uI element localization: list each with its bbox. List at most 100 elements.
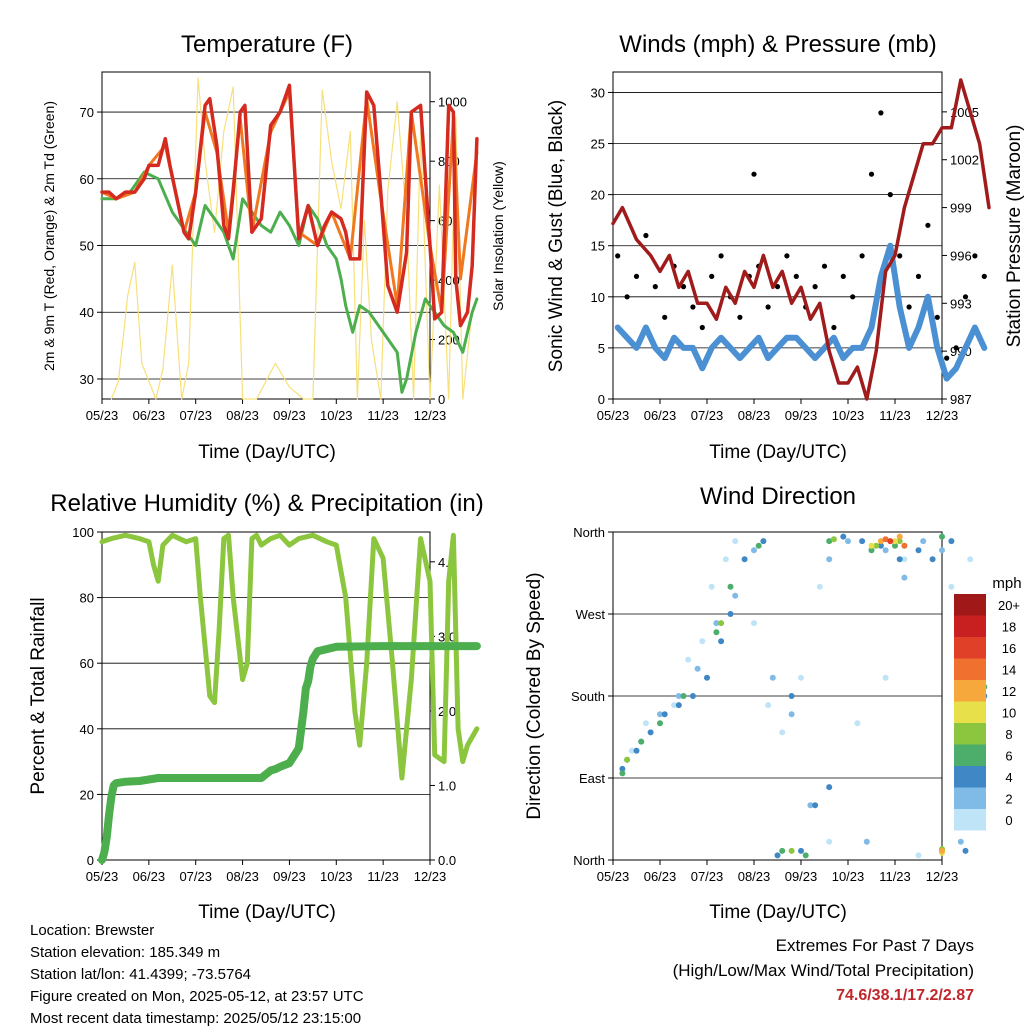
x-tick-label: 09/23 — [273, 869, 306, 884]
direction-point — [873, 542, 880, 549]
x-tick-label: 12/23 — [414, 408, 447, 423]
gust-point — [652, 284, 658, 290]
y-tick-label: 15 — [591, 239, 605, 254]
legend-swatch — [954, 787, 986, 809]
temperature-ylabel-right: Solar Insolation (Yellow) — [490, 161, 506, 311]
plot-frame — [101, 531, 431, 861]
y-tick-label: 20 — [591, 188, 605, 203]
x-tick-label: 11/23 — [879, 869, 911, 884]
direction-point — [957, 838, 964, 845]
direction-point — [774, 852, 781, 859]
direction-point — [624, 756, 631, 763]
x-tick-label: 08/23 — [738, 408, 771, 423]
direction-point — [877, 538, 884, 545]
direction-point — [727, 611, 734, 617]
direction-point — [863, 838, 870, 845]
direction-point — [788, 693, 795, 699]
direction-point — [877, 542, 884, 549]
legend-swatch — [954, 658, 986, 680]
x-tick-label: 12/23 — [926, 408, 959, 423]
direction-point — [896, 556, 903, 563]
gust-point — [972, 253, 978, 259]
humidity-xlabel: Time (Day/UTC) — [198, 902, 336, 923]
direction-point — [915, 852, 922, 859]
gust-point — [840, 273, 846, 279]
x-tick-label: 05/23 — [597, 869, 630, 884]
y-tick-label: 5 — [598, 341, 605, 356]
y-tick-label: 100 — [72, 525, 94, 540]
direction-point — [779, 847, 786, 854]
direction-point — [826, 538, 833, 545]
direction-point — [798, 674, 804, 681]
legend-label: 14 — [1002, 663, 1016, 678]
direction-point — [732, 592, 739, 599]
y-tick-label: 60 — [80, 172, 94, 187]
direction-point — [694, 665, 701, 672]
direction-point — [798, 847, 804, 854]
direction-ylabel-left: Direction (Colored By Speed) — [524, 572, 545, 819]
y-tick-label: 70 — [80, 105, 94, 120]
legend-title: mph — [992, 575, 1021, 592]
station-info: Location: Brewster Station elevation: 18… — [30, 920, 364, 1030]
direction-point — [788, 847, 795, 854]
direction-point — [708, 583, 715, 590]
y2-tick-label: 996 — [950, 248, 972, 263]
direction-point — [685, 656, 692, 663]
legend-swatch — [954, 744, 986, 766]
direction-point — [882, 674, 889, 681]
gust-point — [699, 324, 705, 331]
direction-point — [671, 702, 678, 709]
x-tick-label: 07/23 — [179, 869, 212, 884]
direction-tick-label: West — [576, 607, 606, 622]
gust-point — [718, 253, 724, 259]
x-tick-label: 06/23 — [644, 869, 677, 884]
x-tick-label: 12/23 — [926, 869, 959, 884]
direction-point — [680, 693, 687, 699]
gust-point — [850, 294, 856, 300]
legend-label: 6 — [1005, 749, 1012, 764]
direction-point — [882, 536, 889, 543]
gust-point — [709, 273, 715, 279]
legend-label: 20+ — [998, 598, 1020, 613]
x-tick-label: 11/23 — [367, 408, 399, 423]
direction-point — [962, 847, 969, 854]
direction-point — [699, 638, 706, 645]
y-tick-label: 30 — [591, 85, 605, 100]
y-tick-label: 40 — [80, 722, 94, 737]
x-tick-label: 11/23 — [367, 869, 399, 884]
direction-point — [948, 538, 955, 545]
gust-point — [765, 304, 771, 310]
direction-point — [713, 629, 720, 636]
gust-point — [915, 273, 922, 279]
legend-swatch — [954, 723, 986, 745]
extremes-block: Extremes For Past 7 Days (High/Low/Max W… — [673, 933, 974, 1008]
direction-point — [732, 538, 739, 545]
direction-point — [826, 784, 833, 791]
direction-panel: Wind Direction Time (Day/UTC) Direction … — [524, 483, 1022, 923]
direction-point — [647, 729, 654, 736]
direction-tick-label: East — [579, 771, 605, 786]
direction-point — [868, 542, 875, 549]
direction-point — [619, 770, 626, 777]
direction-point — [929, 556, 936, 563]
direction-point — [628, 747, 635, 754]
direction-point — [887, 538, 894, 545]
x-tick-label: 06/23 — [133, 869, 166, 884]
temperature-xlabel: Time (Day/UTC) — [198, 442, 336, 463]
direction-point — [755, 542, 762, 549]
direction-point — [939, 547, 945, 554]
gust-point — [831, 324, 837, 331]
direction-point — [859, 538, 866, 545]
x-tick-label: 06/23 — [644, 408, 677, 423]
gust-point — [615, 253, 621, 259]
direction-point — [892, 538, 898, 545]
y-tick-label: 0 — [87, 853, 94, 868]
sonic-wind-band — [614, 242, 988, 382]
direction-point — [727, 583, 734, 590]
direction-point — [657, 711, 663, 718]
gust-point — [751, 171, 757, 177]
gust-point — [944, 355, 950, 361]
x-tick-label: 10/23 — [832, 408, 865, 423]
